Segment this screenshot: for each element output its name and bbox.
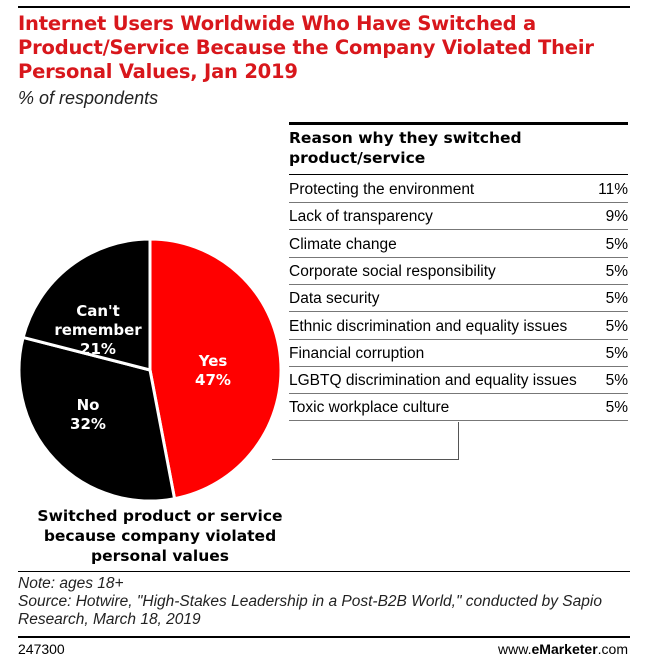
pie-slices (17, 237, 283, 503)
table-row: Corporate social responsibility 5% (289, 258, 628, 285)
row-value: 5% (603, 317, 628, 336)
brand-link[interactable]: www.eMarketer.com (498, 641, 628, 657)
table-header: Reason why they switched product/service (289, 129, 522, 167)
table-row: Toxic workplace culture 5% (289, 394, 628, 422)
top-rule (18, 6, 630, 8)
row-value: 5% (603, 235, 628, 254)
pie-label-can-t-remember: Can't remember 21% (54, 302, 142, 358)
note-text: Note: ages 18+ (18, 575, 124, 592)
note-and-source: Note: ages 18+ Source: Hotwire, "High-St… (18, 575, 630, 629)
chart-id: 247300 (18, 641, 65, 657)
row-label: Data security (289, 290, 380, 308)
row-label: Protecting the environment (289, 181, 475, 198)
row-value: 5% (603, 399, 628, 418)
row-label: Corporate social responsibility (289, 262, 496, 280)
table-header-rule (289, 174, 628, 175)
table-top-rule (289, 122, 628, 125)
row-value: 5% (603, 290, 628, 309)
row-label: Toxic workplace culture (289, 399, 450, 417)
table-row: Ethnic discrimination and equality issue… (289, 313, 628, 340)
chart-subtitle: % of respondents (18, 88, 159, 108)
chart-title: Internet Users Worldwide Who Have Switch… (18, 12, 594, 83)
row-label: Lack of transparency (289, 208, 433, 226)
pie-slice-no (17, 335, 177, 503)
pie-caption: Switched product or service because comp… (37, 507, 283, 565)
row-label: Climate change (289, 235, 397, 253)
row-value: 5% (603, 344, 628, 363)
pie-labels: Yes 47% No 32% Can't remember 21% (54, 302, 231, 433)
row-value: 5% (603, 262, 628, 281)
table-bracket (289, 422, 459, 460)
row-value: 11% (596, 181, 628, 199)
row-label: LGBTQ discrimination and equality issues (289, 372, 577, 390)
pie-slice-can-t-remember (21, 237, 152, 372)
pie-label-no: No 32% (70, 396, 106, 433)
table-row: Climate change 5% (289, 231, 628, 258)
brand-name: eMarketer (531, 641, 598, 657)
footer-rule-bottom (18, 636, 630, 638)
row-label: Ethnic discrimination and equality issue… (289, 317, 568, 335)
footer-rule-top (18, 571, 630, 572)
pie-slice-yes (148, 237, 283, 501)
brand-prefix: www. (498, 641, 532, 657)
brand-suffix: .com (597, 641, 628, 657)
table-row: Financial corruption 5% (289, 340, 628, 367)
row-label: Financial corruption (289, 344, 425, 362)
source-text: Source: Hotwire, "High-Stakes Leadership… (18, 593, 602, 628)
pie-label-yes: Yes 47% (195, 352, 231, 389)
table-row: LGBTQ discrimination and equality issues… (289, 367, 628, 395)
row-value: 9% (603, 208, 628, 227)
table-row: Protecting the environment 11% (289, 176, 628, 203)
table-row: Lack of transparency 9% (289, 203, 628, 231)
row-value: 5% (603, 372, 628, 391)
table-row: Data security 5% (289, 285, 628, 313)
bracket-connector (272, 459, 290, 460)
